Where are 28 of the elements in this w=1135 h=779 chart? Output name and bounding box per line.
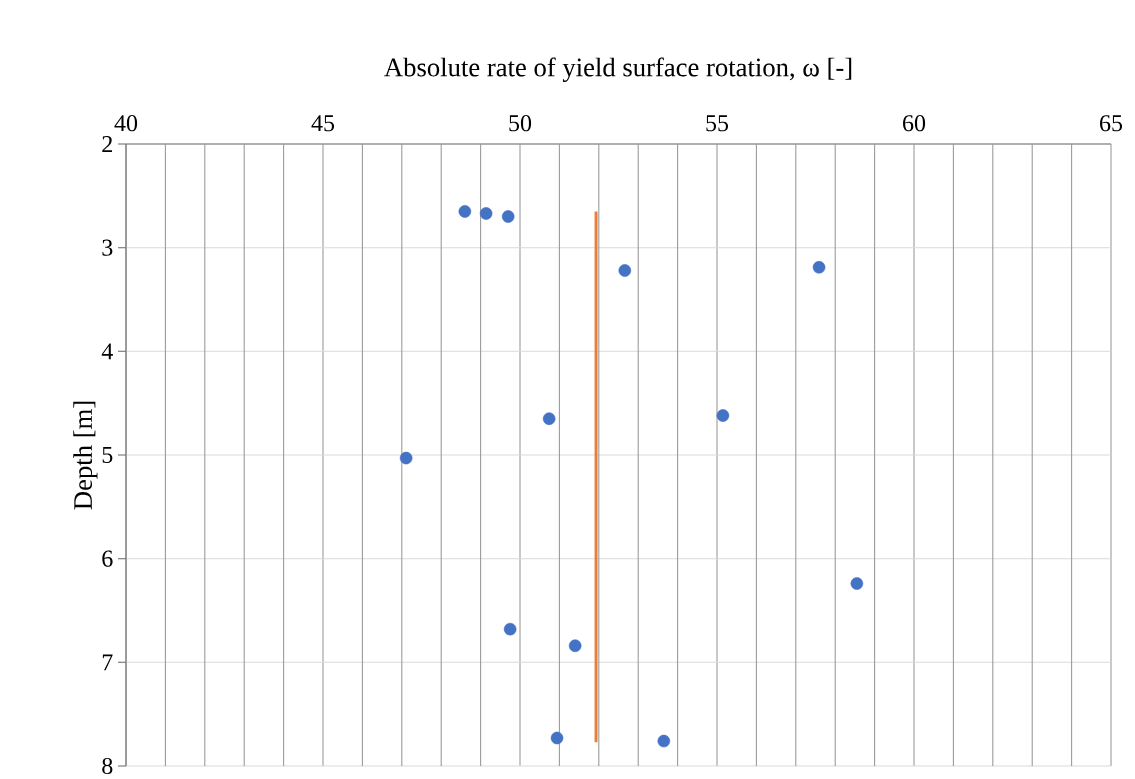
x-tick-label: 50 bbox=[509, 115, 532, 132]
y-tick-label: 6 bbox=[102, 550, 113, 567]
point bbox=[550, 731, 564, 745]
point bbox=[716, 409, 730, 423]
point bbox=[618, 264, 632, 277]
y-tick-label: 4 bbox=[101, 343, 113, 360]
point bbox=[850, 577, 864, 591]
y-tick-label: 7 bbox=[102, 654, 113, 671]
y-tick-label: 2 bbox=[102, 136, 112, 153]
y-tick-label: 5 bbox=[102, 447, 113, 464]
point bbox=[812, 261, 826, 274]
point bbox=[657, 735, 671, 748]
point bbox=[542, 412, 556, 426]
point bbox=[568, 639, 582, 653]
x-tick-label: 55 bbox=[706, 115, 729, 132]
point bbox=[503, 623, 517, 636]
x-axis-title: Absolute rate of yield surface rotation, ω [-] bbox=[384, 57, 852, 83]
point bbox=[479, 207, 493, 220]
y-axis-title: Depth [m] bbox=[73, 402, 98, 510]
point bbox=[458, 205, 472, 218]
point bbox=[501, 210, 515, 224]
x-tick-label: 45 bbox=[311, 115, 335, 132]
x-tick-label: 60 bbox=[903, 115, 926, 132]
x-tick-label: 65 bbox=[1100, 115, 1123, 132]
point bbox=[399, 452, 413, 465]
y-tick-label: 3 bbox=[102, 239, 113, 256]
y-tick-label: 8 bbox=[102, 758, 113, 775]
x-tick-label: 40 bbox=[114, 115, 138, 132]
